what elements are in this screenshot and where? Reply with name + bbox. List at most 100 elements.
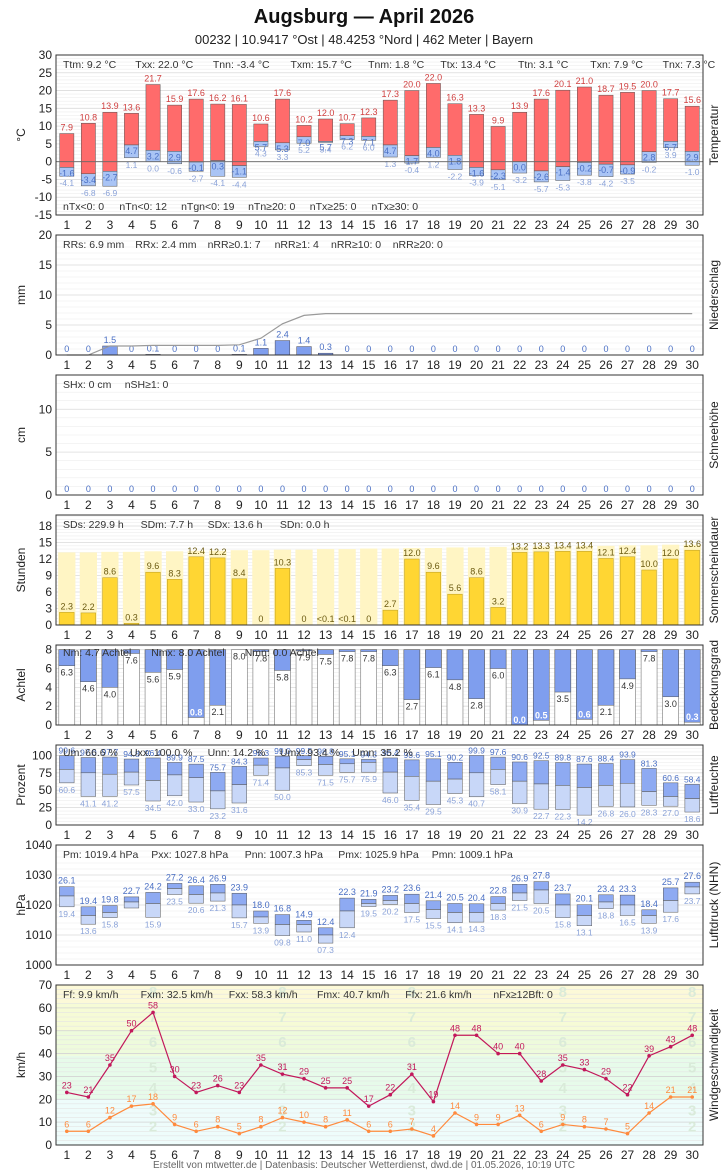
pressure-min-label: 12.4 xyxy=(339,930,356,940)
humidity-max-bar xyxy=(619,759,636,784)
wind-gust-point xyxy=(410,1072,414,1076)
sunshine-plot-border xyxy=(55,514,704,626)
wind-mean-point xyxy=(604,1127,608,1131)
temperature-x-tick-label: 27 xyxy=(621,218,635,232)
tmin-label: -6.9 xyxy=(103,188,118,198)
sunshine-x-tick-label: 13 xyxy=(319,628,333,642)
humidity-x-tick-label: 11 xyxy=(276,828,289,842)
temperature-x-tick-label: 25 xyxy=(578,218,592,232)
wind-gust-label: 25 xyxy=(342,1076,352,1086)
wind-mean-label: 6 xyxy=(64,1119,69,1129)
pressure-x-tick-label: 26 xyxy=(599,968,613,982)
cloud-x-tick-label: 5 xyxy=(150,728,157,742)
wind-mean-point xyxy=(539,1129,544,1134)
precipitation-label: 0 xyxy=(668,344,673,354)
pressure-min-bar xyxy=(663,900,679,913)
tmin-label: 1.2 xyxy=(428,159,440,169)
humidity-stat: Umx: 93.4 % xyxy=(280,747,340,759)
tmin-label: -3.5 xyxy=(620,176,635,186)
tmean-label: -2.7 xyxy=(102,172,118,182)
humidity-max-label: 96.4 xyxy=(145,748,162,758)
wind-mean-point xyxy=(388,1129,393,1134)
pressure-max-bar xyxy=(663,887,679,901)
sunshine-x-tick-label: 4 xyxy=(128,628,135,642)
wind-x-tick-label: 12 xyxy=(297,1148,311,1162)
pressure-min-label: 19.4 xyxy=(59,909,76,919)
cloud-x-tick-label: 13 xyxy=(319,728,333,742)
wind-gust-label: 30 xyxy=(170,1064,180,1074)
pressure-min-bar xyxy=(447,912,463,923)
sunshine-label: 0 xyxy=(366,614,371,624)
cloud-clear-bar xyxy=(554,649,572,693)
wind-gust-point xyxy=(194,1090,198,1095)
pressure-max-label: 14.9 xyxy=(295,909,313,919)
wind-mean-label: 12 xyxy=(105,1106,115,1116)
wind-beaufort-number: 8 xyxy=(688,984,696,1001)
tmax-bar xyxy=(231,104,247,166)
sunshine-label: 2.2 xyxy=(82,602,95,612)
wind-mean-label: 21 xyxy=(687,1085,697,1095)
sunshine-bar xyxy=(533,551,549,626)
tmax-bar xyxy=(469,114,484,168)
pressure-max-label: 23.9 xyxy=(231,882,249,892)
wind-gust-label: 48 xyxy=(687,1023,697,1033)
tmin-bar xyxy=(124,144,139,159)
precipitation-label: 0.3 xyxy=(319,342,332,352)
humidity-max-label: 95.1 xyxy=(425,749,442,759)
humidity-max-bar xyxy=(123,758,140,773)
tmax-label: 17.7 xyxy=(662,88,680,98)
humidity-min-bar xyxy=(598,785,614,807)
sunshine-label: 10.3 xyxy=(274,557,292,567)
humidity-min-bar xyxy=(576,787,592,816)
pressure-max-label: 23.4 xyxy=(597,884,615,894)
pressure-min-label: 15.8 xyxy=(102,920,119,930)
humidity-max-label: 92.5 xyxy=(533,751,550,761)
wind-x-tick-label: 8 xyxy=(214,1148,221,1162)
wind-gust-line xyxy=(66,1011,693,1107)
tmean-label: 3.2 xyxy=(147,151,160,161)
sunshine-x-tick-label: 20 xyxy=(470,628,484,642)
humidity-max-label: 93.6 xyxy=(404,750,421,760)
wind-mean-point xyxy=(647,1111,651,1115)
humidity-min-bar xyxy=(555,785,571,810)
snow-label: 0 xyxy=(452,484,457,494)
tmax-label: 10.6 xyxy=(252,113,270,123)
sunshine-plot-area xyxy=(56,515,703,625)
humidity-max-bar xyxy=(167,762,183,776)
tmax-label: 20.0 xyxy=(403,80,421,90)
pressure-x-tick-label: 30 xyxy=(686,968,700,982)
wind-x-tick-label: 9 xyxy=(236,1148,243,1162)
pressure-max-bar xyxy=(318,927,334,936)
humidity-max-bar xyxy=(102,756,118,775)
precipitation-x-tick-label: 17 xyxy=(405,358,419,372)
tmax-label: 10.7 xyxy=(338,113,356,123)
tmax-label: 12.0 xyxy=(317,108,335,118)
precipitation-x-tick-label: 23 xyxy=(535,358,549,372)
humidity-x-tick-label: 15 xyxy=(362,828,376,842)
pressure-max-bar xyxy=(576,904,592,916)
pressure-min-bar xyxy=(576,915,592,926)
wind-mean-point xyxy=(366,1129,371,1134)
wind-x-tick-label: 26 xyxy=(599,1148,613,1162)
humidity-min-bar xyxy=(253,764,269,776)
precipitation-x-tick-label: 9 xyxy=(236,358,243,372)
wind-beaufort-number: 8 xyxy=(278,984,286,1001)
tmax-label: 10.2 xyxy=(295,114,313,124)
cloud-label: 7.8 xyxy=(341,654,354,664)
cloud-clear-bar xyxy=(123,649,140,654)
temperature-stat: Ttx: 13.4 °C xyxy=(440,59,496,71)
tmin-label: -4.2 xyxy=(599,179,614,189)
snow-x-tick-label: 25 xyxy=(578,498,592,512)
sunshine-label: 12.0 xyxy=(403,548,421,558)
pressure-max-label: 19.4 xyxy=(80,896,98,906)
cloud-clear-bar xyxy=(489,649,507,669)
temperature-y-tick-label: 5 xyxy=(45,137,52,151)
humidity-max-label: 95.1 xyxy=(339,749,356,759)
sunshine-y-tick-label: 3 xyxy=(45,602,52,616)
pressure-max-bar xyxy=(512,884,528,894)
tmax-label: 20.0 xyxy=(640,80,658,90)
wind-mean-point xyxy=(302,1120,306,1124)
humidity-min-bar xyxy=(684,798,700,813)
tmin-bar xyxy=(533,170,549,183)
wind-mean-point xyxy=(474,1122,479,1127)
